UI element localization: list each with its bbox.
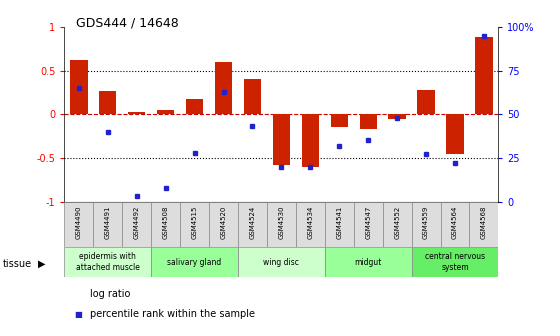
Text: central nervous
system: central nervous system [425, 252, 485, 272]
Bar [475, 37, 493, 114]
FancyBboxPatch shape [325, 247, 412, 277]
FancyBboxPatch shape [441, 202, 469, 247]
Bar [330, 114, 348, 127]
Text: GSM4491: GSM4491 [105, 205, 111, 239]
FancyBboxPatch shape [296, 202, 325, 247]
Bar [128, 112, 146, 114]
Text: GSM4568: GSM4568 [481, 205, 487, 239]
Text: GSM4534: GSM4534 [307, 205, 314, 239]
FancyBboxPatch shape [209, 202, 238, 247]
FancyBboxPatch shape [238, 247, 325, 277]
FancyBboxPatch shape [412, 202, 441, 247]
FancyBboxPatch shape [412, 247, 498, 277]
Text: ■: ■ [74, 310, 82, 319]
Bar [446, 114, 464, 154]
Bar [360, 114, 377, 129]
Text: GSM4490: GSM4490 [76, 205, 82, 239]
Text: GSM4559: GSM4559 [423, 205, 429, 239]
Bar [70, 60, 87, 114]
Text: GSM4524: GSM4524 [249, 205, 255, 239]
Text: GSM4552: GSM4552 [394, 205, 400, 239]
Bar [302, 114, 319, 167]
Bar [273, 114, 290, 165]
FancyBboxPatch shape [267, 202, 296, 247]
Text: GSM4492: GSM4492 [134, 205, 140, 239]
FancyBboxPatch shape [382, 202, 412, 247]
Text: GSM4541: GSM4541 [336, 205, 342, 239]
Text: tissue: tissue [3, 259, 32, 269]
Text: GSM4508: GSM4508 [162, 205, 169, 239]
Text: GSM4515: GSM4515 [192, 205, 198, 239]
Bar [417, 90, 435, 114]
Text: log ratio: log ratio [90, 289, 130, 299]
FancyBboxPatch shape [469, 202, 498, 247]
FancyBboxPatch shape [64, 247, 151, 277]
FancyBboxPatch shape [151, 247, 238, 277]
FancyBboxPatch shape [238, 202, 267, 247]
Bar [389, 114, 406, 119]
FancyBboxPatch shape [325, 202, 354, 247]
Text: GSM4530: GSM4530 [278, 205, 284, 239]
Text: midgut: midgut [354, 258, 382, 266]
Text: GSM4547: GSM4547 [365, 205, 371, 239]
Text: wing disc: wing disc [263, 258, 300, 266]
FancyBboxPatch shape [354, 202, 382, 247]
FancyBboxPatch shape [151, 202, 180, 247]
Bar [244, 79, 261, 114]
Text: epidermis with
attached muscle: epidermis with attached muscle [76, 252, 140, 272]
FancyBboxPatch shape [122, 202, 151, 247]
Text: GDS444 / 14648: GDS444 / 14648 [76, 17, 178, 30]
Text: percentile rank within the sample: percentile rank within the sample [90, 309, 255, 319]
FancyBboxPatch shape [64, 202, 94, 247]
Bar [215, 62, 232, 114]
Text: salivary gland: salivary gland [167, 258, 222, 266]
Text: GSM4564: GSM4564 [452, 205, 458, 239]
FancyBboxPatch shape [94, 202, 122, 247]
Text: GSM4520: GSM4520 [221, 205, 227, 239]
FancyBboxPatch shape [180, 202, 209, 247]
Text: ▶: ▶ [38, 259, 45, 269]
Bar [99, 91, 116, 114]
Bar [186, 98, 203, 114]
Bar [157, 110, 174, 114]
